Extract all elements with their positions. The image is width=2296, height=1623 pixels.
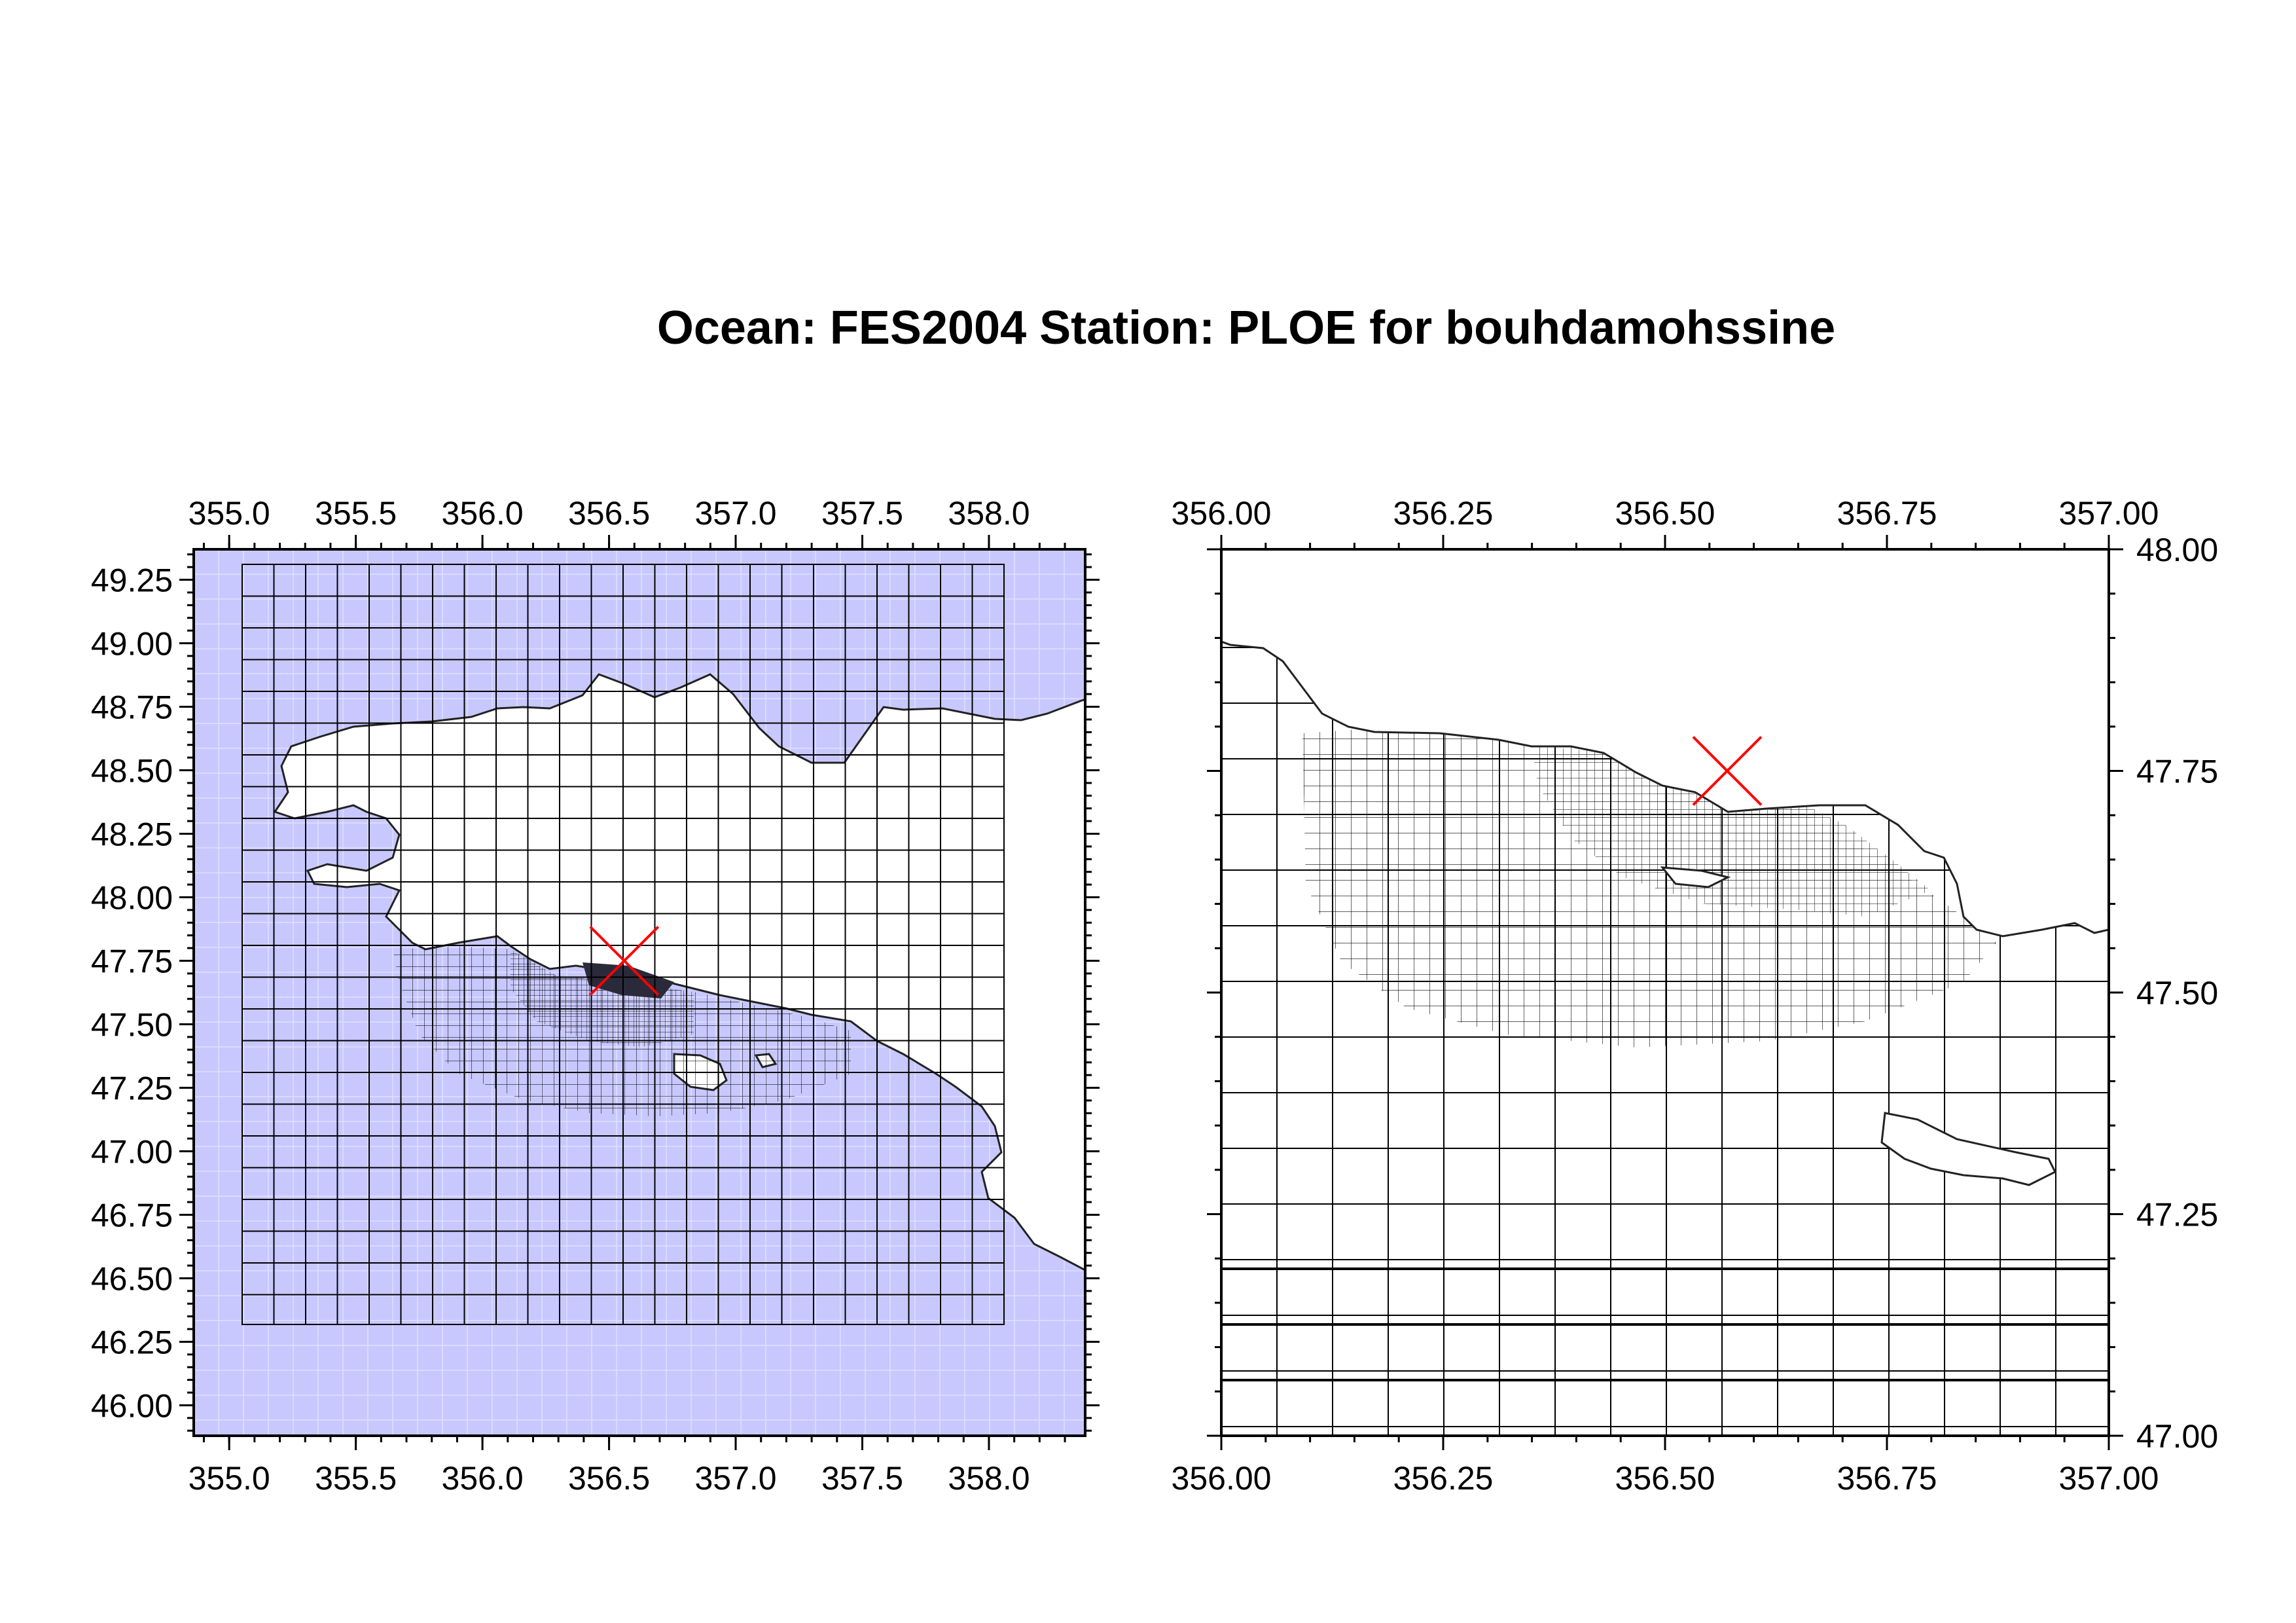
lat-tick-label: 47.25 — [91, 1070, 173, 1106]
land-mass — [1221, 549, 2109, 938]
medium-mesh-zone — [1302, 727, 1996, 1048]
lon-tick-label-bottom: 357.5 — [821, 1460, 903, 1497]
island-small — [1660, 866, 1731, 888]
lat-tick-label: 46.75 — [91, 1197, 173, 1233]
lat-tick-label: 47.25 — [2136, 1197, 2218, 1233]
lon-tick-label-bottom: 356.75 — [1837, 1460, 1937, 1497]
dark-mesh-bay — [583, 962, 674, 998]
lat-tick-label: 47.50 — [2136, 975, 2218, 1012]
lon-tick-label-top: 355.5 — [315, 495, 397, 532]
lon-tick-label-top: 358.0 — [948, 495, 1030, 532]
island — [1880, 1112, 2057, 1186]
axes — [179, 535, 1100, 1450]
lat-tick-label: 47.75 — [2136, 754, 2218, 790]
map-frame — [192, 548, 1086, 1437]
axes — [1207, 535, 2123, 1450]
lon-tick-label-bottom: 356.00 — [1172, 1460, 1272, 1497]
lon-tick-label-bottom: 355.5 — [315, 1460, 397, 1497]
figure-title: Ocean: FES2004 Station: PLOE for bouhdam… — [656, 302, 1836, 354]
station-cross-b — [589, 926, 660, 996]
lat-tick-label: 49.25 — [91, 562, 173, 599]
lat-tick-label: 48.25 — [91, 816, 173, 853]
very-fine-mesh-zone — [511, 949, 694, 1048]
lon-tick-label-top: 355.0 — [188, 495, 270, 532]
lon-tick-label-top: 356.50 — [1615, 495, 1715, 532]
fine-mesh-zone — [393, 946, 851, 1116]
lat-tick-label: 47.75 — [91, 943, 173, 980]
lon-tick-label-bottom: 356.25 — [1393, 1460, 1494, 1497]
lat-tick-label: 49.00 — [91, 626, 173, 663]
lon-tick-label-top: 356.25 — [1393, 495, 1494, 532]
lat-tick-label: 46.25 — [91, 1324, 173, 1360]
lat-tick-label: 46.00 — [91, 1387, 173, 1424]
station-cross-a — [589, 926, 660, 996]
coarse-grid — [242, 564, 1005, 1325]
lon-tick-label-top: 357.5 — [821, 495, 903, 532]
lon-tick-label-top: 357.00 — [2059, 495, 2159, 532]
lat-tick-label: 48.00 — [2136, 532, 2218, 568]
lon-tick-label-top: 356.0 — [442, 495, 524, 532]
lon-tick-label-bottom: 357.00 — [2059, 1460, 2159, 1497]
lon-tick-label-top: 356.00 — [1172, 495, 1272, 532]
lon-tick-label-top: 356.75 — [1837, 495, 1937, 532]
lon-tick-label-bottom: 356.5 — [568, 1460, 650, 1497]
lon-tick-label-top: 357.0 — [694, 495, 776, 532]
lat-tick-label: 47.50 — [91, 1006, 173, 1043]
station-marker — [1692, 736, 1763, 806]
lat-tick-label: 48.50 — [91, 753, 173, 790]
lat-tick-label: 47.00 — [91, 1133, 173, 1170]
fine-mesh-zone — [1532, 746, 1931, 917]
station-cross-b — [1692, 736, 1763, 806]
lon-tick-label-top: 356.5 — [568, 495, 650, 532]
lon-tick-label-bottom: 356.0 — [442, 1460, 524, 1497]
lat-tick-label: 47.00 — [2136, 1418, 2218, 1455]
lat-tick-label: 46.50 — [91, 1260, 173, 1297]
land-mass — [273, 549, 1085, 1271]
lat-tick-label: 48.00 — [91, 880, 173, 917]
station-marker — [589, 926, 660, 996]
lon-tick-label-bottom: 355.0 — [188, 1460, 270, 1497]
map-frame — [1220, 548, 2110, 1437]
lon-tick-label-bottom: 356.50 — [1615, 1460, 1715, 1497]
coarse-grid-light — [194, 549, 1085, 1436]
ocean-background — [194, 549, 1085, 1436]
ocean-background — [1221, 549, 2109, 1436]
station-cross-a — [1692, 736, 1763, 806]
lat-tick-label: 48.75 — [91, 689, 173, 726]
coarse-grid — [1221, 647, 2109, 1436]
lon-tick-label-bottom: 358.0 — [948, 1460, 1030, 1497]
lon-tick-label-bottom: 357.0 — [694, 1460, 776, 1497]
